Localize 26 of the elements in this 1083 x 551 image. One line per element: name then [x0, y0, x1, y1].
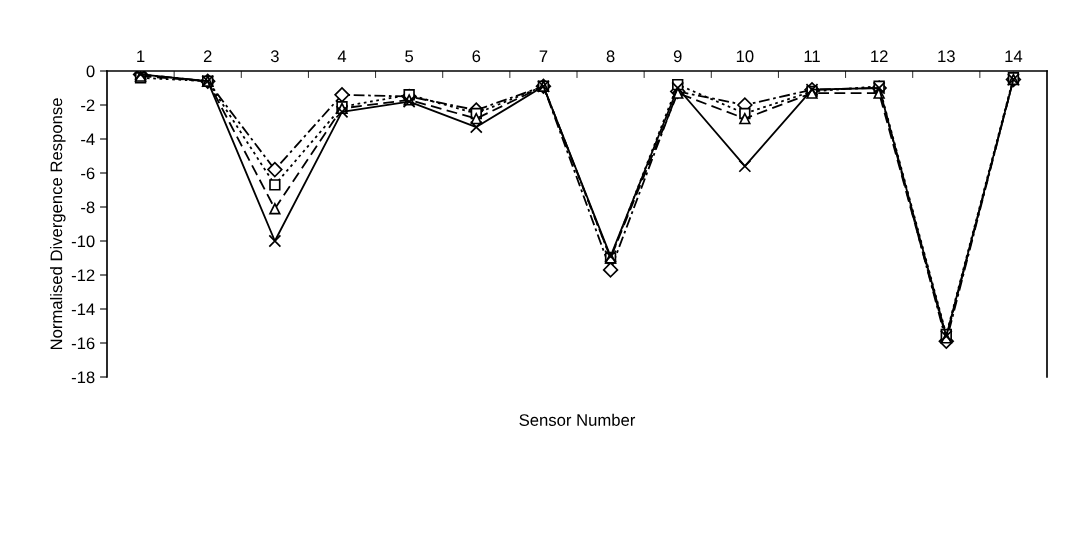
- x-tick-label: 10: [736, 50, 754, 63]
- y-tick-label: -18: [71, 371, 95, 384]
- y-tick-label: 0: [86, 65, 95, 78]
- y-tick-label: -6: [81, 167, 95, 180]
- y-tick-label: -12: [71, 269, 95, 282]
- x-tick-label: 11: [804, 50, 820, 62]
- x-tick-label: 2: [203, 50, 212, 62]
- y-tick-label: -8: [81, 201, 95, 214]
- x-axis-title: Sensor Number: [519, 413, 636, 426]
- y-axis-title: Normalised Divergence Response: [50, 98, 66, 350]
- x-tick-label: 14: [1005, 50, 1023, 62]
- y-tick-label: -10: [71, 235, 95, 248]
- x-tick-label: 6: [472, 50, 481, 63]
- x-tick-label: 7: [539, 50, 548, 62]
- y-tick-label: -4: [81, 133, 95, 146]
- x-tick-label: 3: [270, 50, 279, 63]
- y-tick-label: -14: [71, 303, 95, 316]
- x-tick-label: 13: [938, 50, 955, 63]
- y-tick-label: -16: [71, 337, 95, 350]
- x-tick-label: 8: [606, 50, 615, 63]
- x-tick-label: 9: [673, 50, 682, 63]
- x-tick-label: 4: [337, 50, 347, 62]
- x-tick-label: 12: [871, 50, 888, 62]
- y-tick-label: -2: [81, 99, 95, 112]
- x-tick-label: 1: [137, 50, 145, 62]
- x-tick-label: 5: [405, 50, 414, 63]
